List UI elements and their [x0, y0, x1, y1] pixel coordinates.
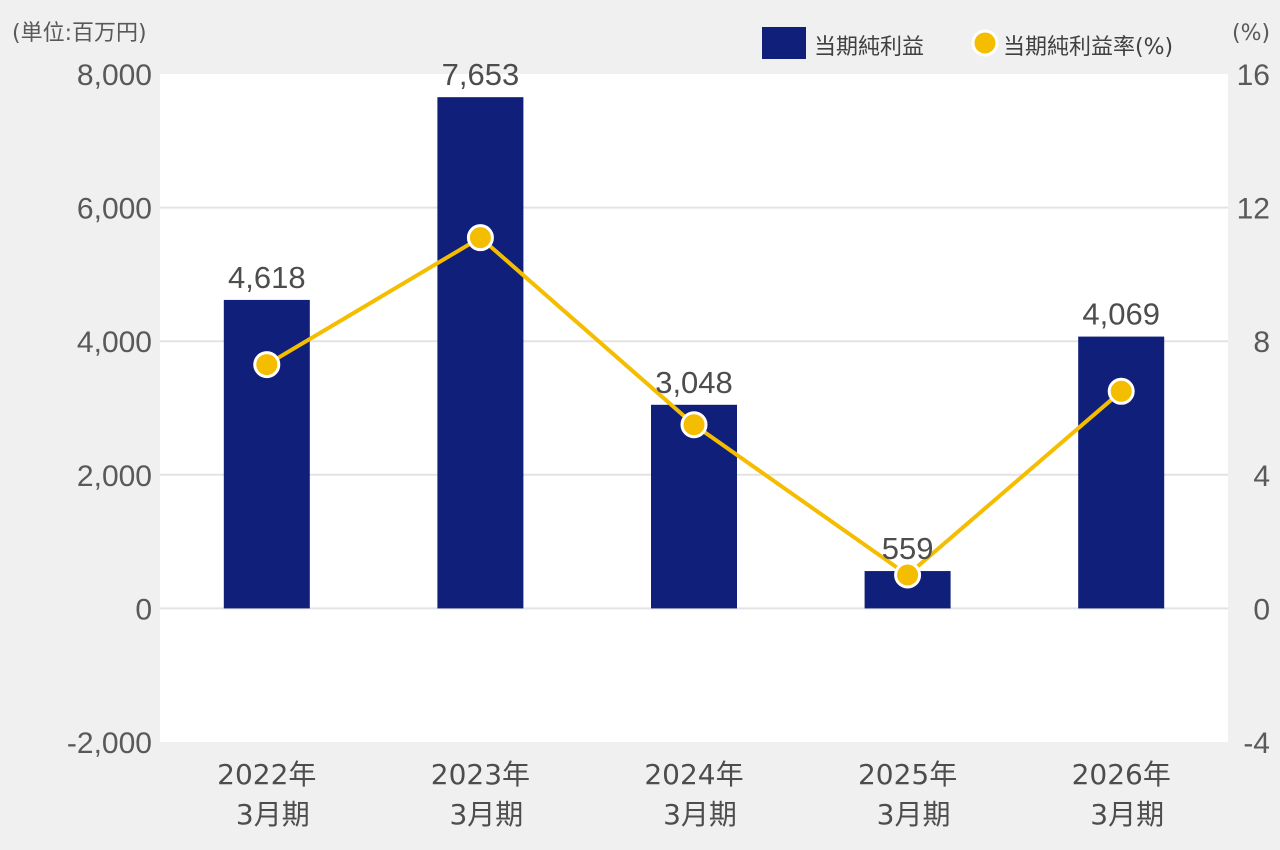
left-tick-label: 8,000 — [77, 59, 152, 92]
left-axis: -2,000 0 2,000 4,000 6,000 8,000 — [67, 59, 152, 760]
category-label: 3月期 — [663, 798, 737, 831]
category-label: 3月期 — [877, 798, 951, 831]
legend-line-swatch — [971, 29, 999, 57]
category-label: 2025年 — [858, 758, 957, 791]
ratio-point — [253, 351, 281, 379]
category-label: 2024年 — [644, 758, 743, 791]
legend-bar-swatch — [762, 27, 806, 59]
unit-label-left: (単位:百万円) — [12, 21, 147, 46]
bar-value-label: 4,069 — [1082, 297, 1160, 332]
bar — [651, 404, 737, 609]
bar-value-label: 3,048 — [655, 365, 733, 400]
data-labels: 4,618 7,653 3,048 559 4,069 — [228, 57, 1160, 566]
category-label: 3月期 — [236, 798, 310, 831]
category-label: 3月期 — [1090, 798, 1164, 831]
bar — [437, 97, 524, 609]
legend-line-label: 当期純利益率(%) — [1003, 35, 1173, 60]
ratio-point — [894, 561, 922, 589]
right-tick-label: 16 — [1237, 59, 1270, 92]
legend: 当期純利益 当期純利益率(%) — [762, 27, 1173, 60]
legend-bar-label: 当期純利益 — [814, 35, 924, 60]
category-label: 3月期 — [449, 798, 523, 831]
left-tick-label: 0 — [135, 593, 152, 626]
right-tick-label: 8 — [1253, 326, 1270, 359]
right-axis: -4 0 4 8 12 16 — [1237, 59, 1270, 760]
left-tick-label: -2,000 — [67, 727, 152, 760]
line-points — [253, 224, 1135, 589]
right-tick-label: 12 — [1237, 193, 1270, 226]
right-tick-label: 4 — [1253, 460, 1270, 493]
category-label: 2022年 — [217, 758, 316, 791]
bar-value-label: 559 — [882, 531, 934, 566]
unit-label-right: (%) — [1232, 21, 1270, 46]
category-label: 2026年 — [1072, 758, 1171, 791]
bar-value-label: 7,653 — [442, 57, 520, 92]
bar-value-label: 4,618 — [228, 260, 306, 295]
x-axis: 2022年 3月期 2023年 3月期 2024年 3月期 2025年 3月期 2026年 3月期 — [217, 758, 1171, 831]
left-tick-label: 6,000 — [77, 193, 152, 226]
category-label: 2023年 — [431, 758, 530, 791]
ratio-point — [1107, 377, 1135, 405]
left-tick-label: 4,000 — [77, 326, 152, 359]
right-tick-label: 0 — [1253, 593, 1270, 626]
ratio-point — [466, 224, 494, 252]
ratio-point — [680, 411, 708, 439]
left-tick-label: 2,000 — [77, 460, 152, 493]
right-tick-label: -4 — [1243, 727, 1270, 760]
bar — [1078, 336, 1165, 609]
